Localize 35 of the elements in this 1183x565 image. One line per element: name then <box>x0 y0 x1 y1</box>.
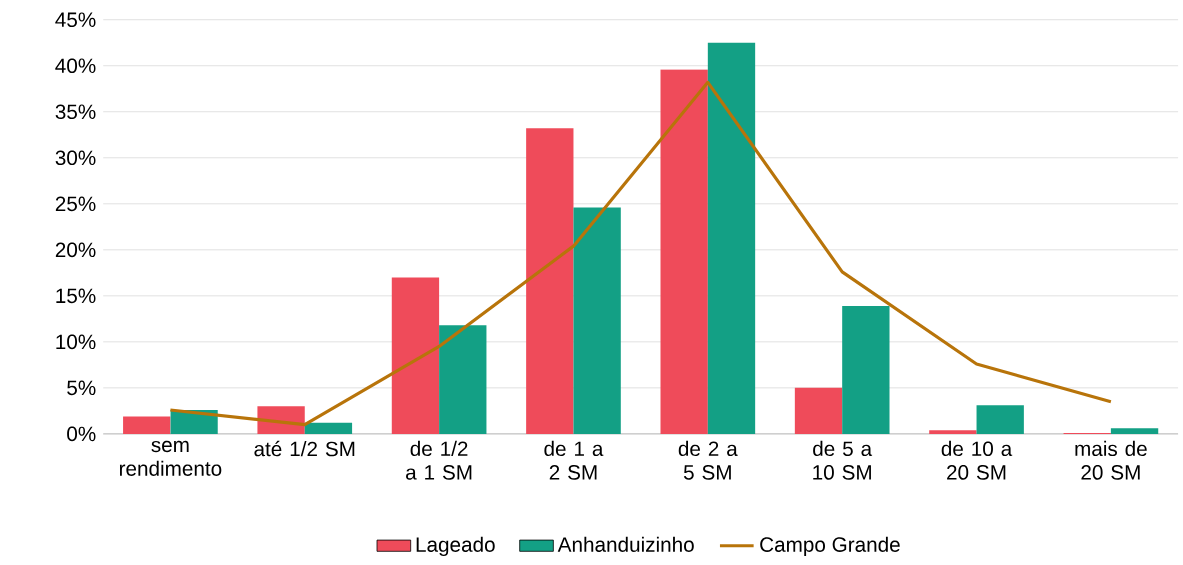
bar <box>929 430 977 434</box>
legend-label: Lageado <box>416 536 495 557</box>
bar <box>123 416 171 434</box>
y-tick-label: 20% <box>55 242 96 258</box>
x-tick-label: de 2 a 5 SM <box>678 440 738 480</box>
bar <box>526 128 574 434</box>
bar <box>573 207 621 434</box>
bar <box>1110 428 1159 434</box>
bar <box>842 305 890 434</box>
legend-label: Anhanduizinho <box>557 536 694 552</box>
bar <box>660 69 708 434</box>
line-series <box>168 80 1113 427</box>
x-tick-label: até 1/2 SM <box>254 440 355 457</box>
y-tick-label: 5% <box>67 380 96 396</box>
y-tick-label: 30% <box>55 150 96 166</box>
legend-label: Campo Grande <box>760 536 900 557</box>
y-tick-label: 40% <box>55 58 96 74</box>
bar <box>976 405 1024 434</box>
bar <box>304 422 353 434</box>
bar <box>391 277 440 434</box>
y-tick-label: 0% <box>67 426 96 442</box>
x-tick-label: de 5 a 10 SM <box>813 440 873 480</box>
y-tick-label: 35% <box>55 104 96 120</box>
x-tick-label: mais de 20 SM <box>1075 440 1147 480</box>
y-tick-label: 25% <box>55 196 96 212</box>
y-tick-label: 45% <box>55 12 96 28</box>
x-tick-label: sem rendimento <box>119 440 222 476</box>
x-tick-label: de 1/2 a 1 SM <box>406 440 472 480</box>
y-tick-label: 10% <box>56 334 96 350</box>
bar <box>707 42 756 434</box>
bar <box>439 325 487 434</box>
y-tick-label: 15% <box>56 288 96 304</box>
bar <box>794 387 843 434</box>
x-tick-label: de 10 a 20 SM <box>941 440 1013 480</box>
x-tick-label: de 1 a 2 SM <box>544 440 604 480</box>
